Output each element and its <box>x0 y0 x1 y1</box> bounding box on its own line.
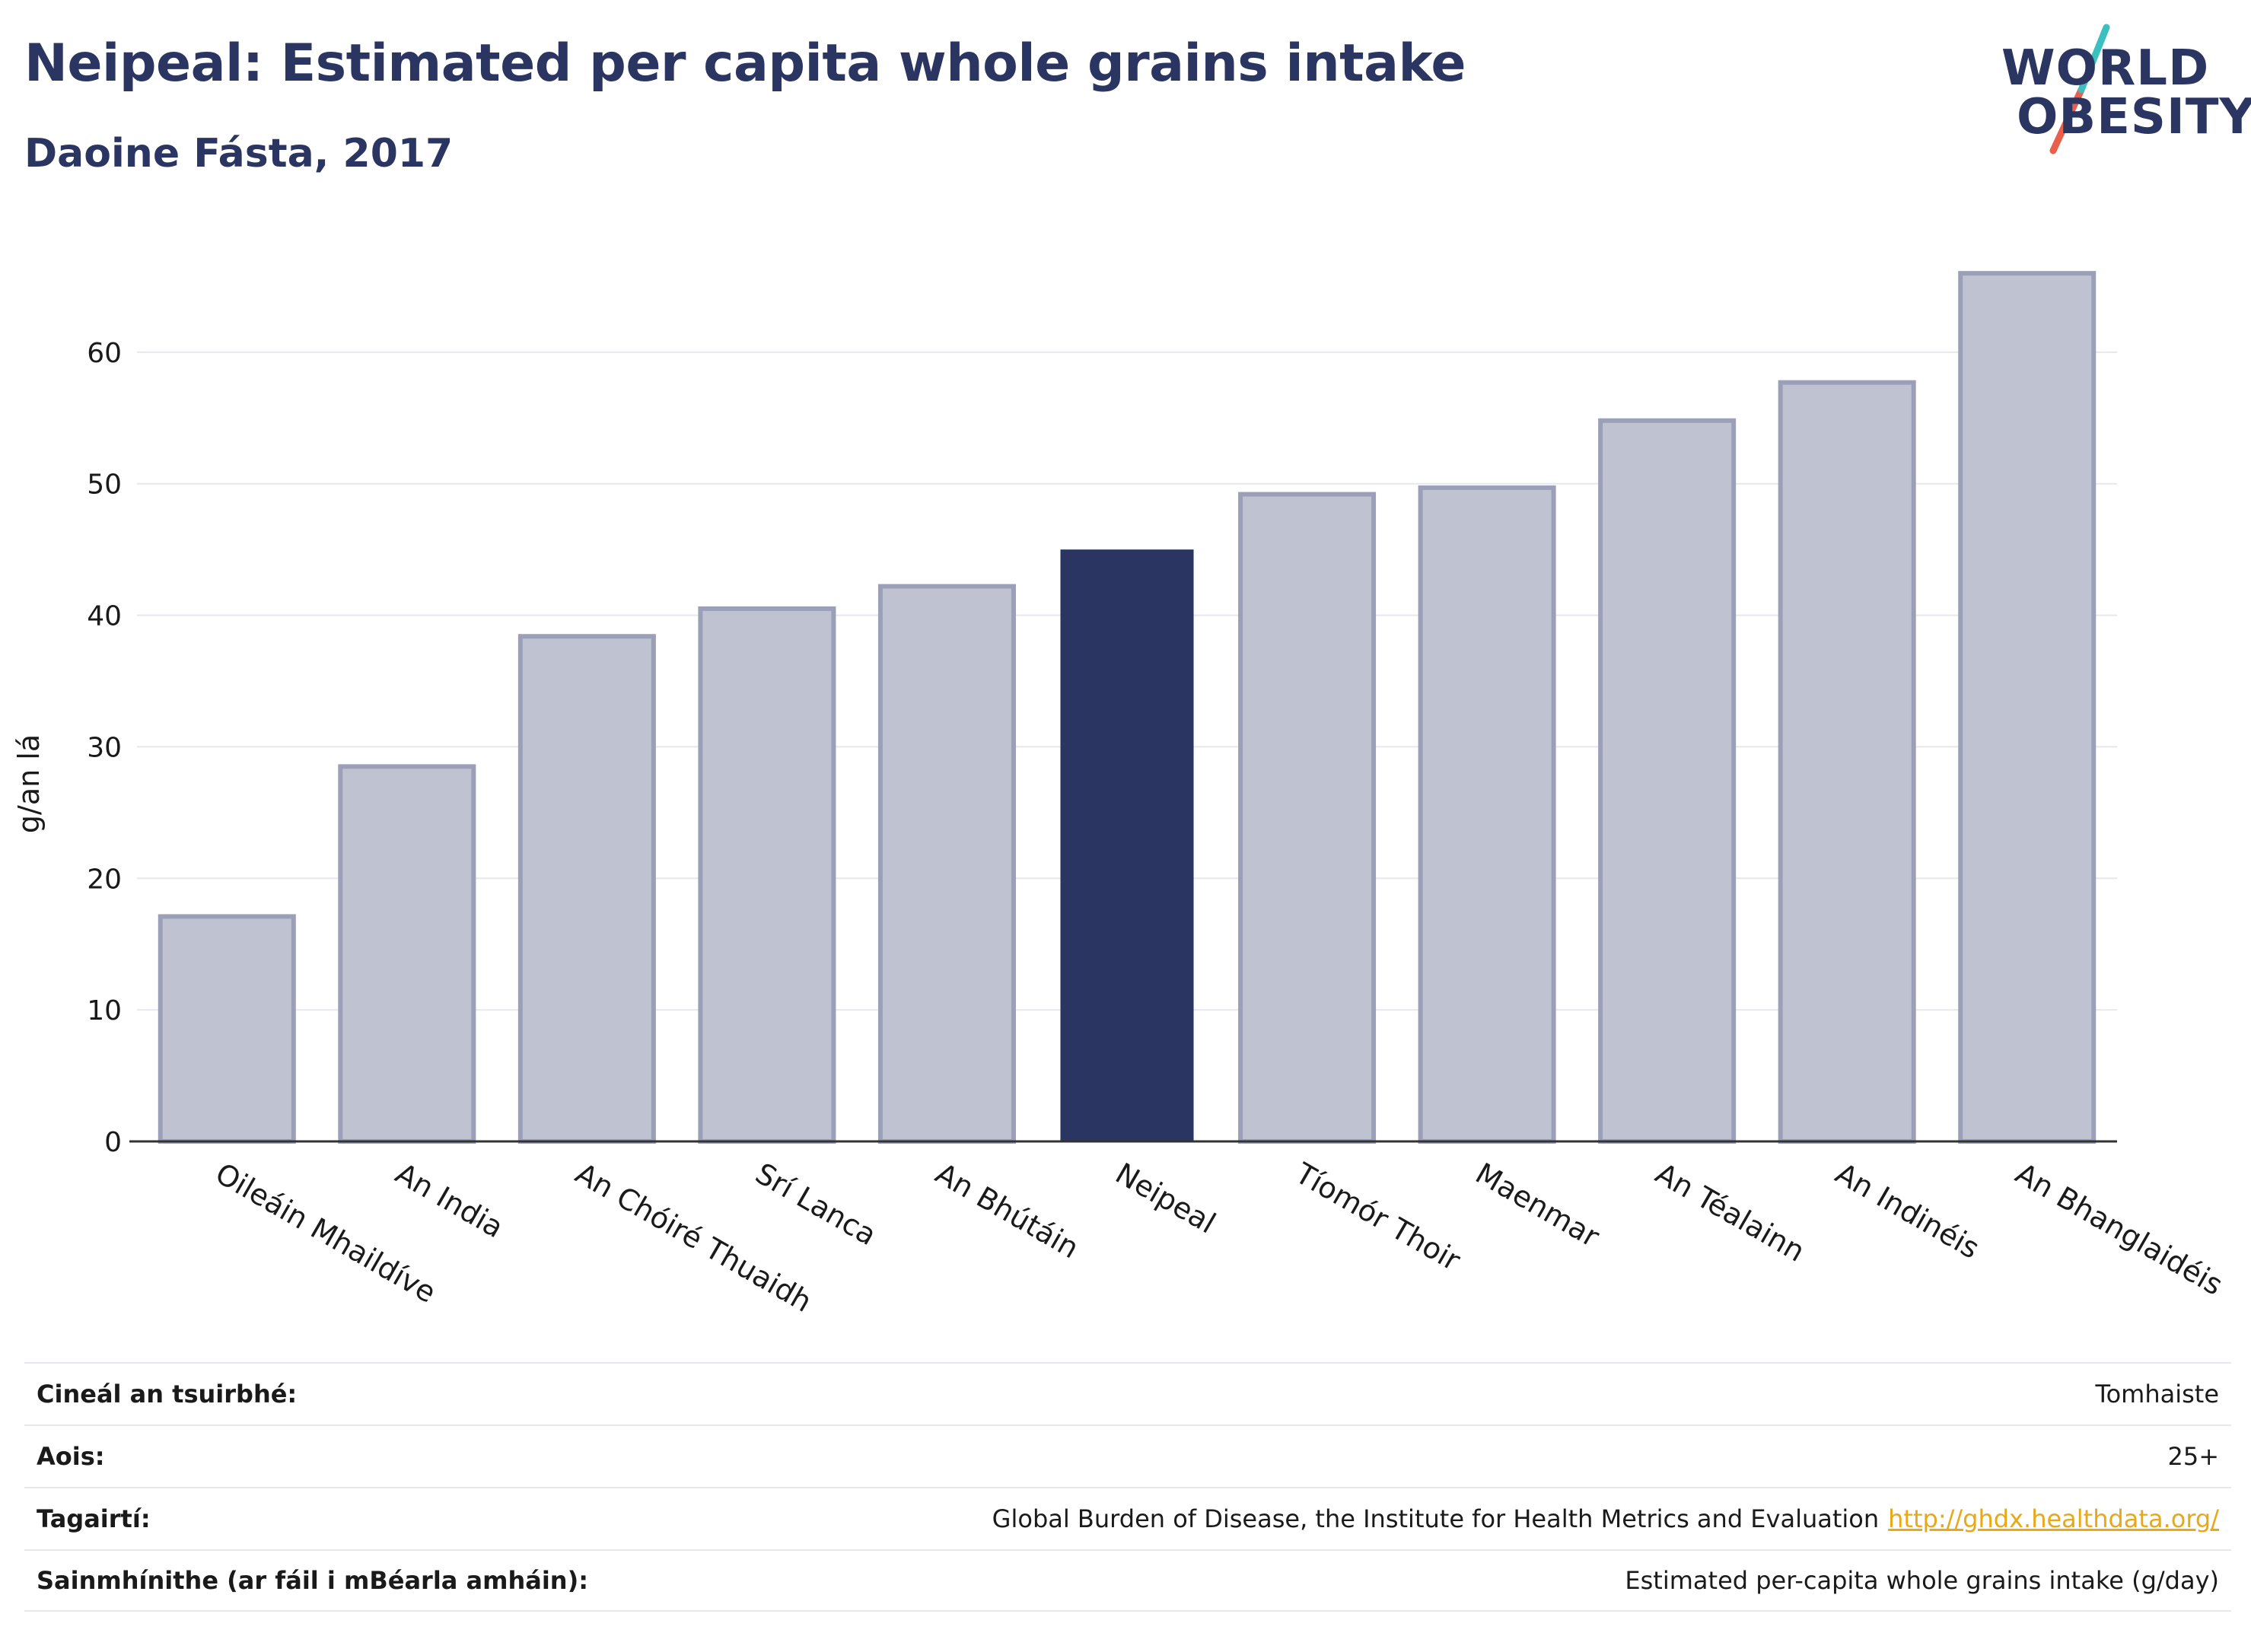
logo-word-world: WORLD <box>2001 40 2210 97</box>
chart-title: Neipeal: Estimated per capita whole grai… <box>24 33 1466 94</box>
info-value: Tomhaiste <box>2095 1380 2219 1408</box>
x-tick-label: An Téalainn <box>1650 1157 1810 1268</box>
x-tick-label: An Indinéis <box>1830 1157 1985 1265</box>
x-tick-label: An India <box>390 1157 509 1245</box>
bar-highlight <box>1060 549 1194 1141</box>
bar <box>517 634 656 1144</box>
x-tick-label: Maenmar <box>1470 1157 1606 1254</box>
bar <box>338 764 476 1144</box>
x-tick-label: Neipeal <box>1110 1157 1221 1240</box>
info-value: Global Burden of Disease, the Institute … <box>992 1504 1880 1533</box>
info-key: Tagairtí: <box>37 1504 151 1533</box>
bar <box>1418 485 1556 1144</box>
info-row-age: Aois: 25+ <box>24 1424 2231 1487</box>
x-tick-label: An Bhanglaidéis <box>2010 1157 2228 1302</box>
bar <box>698 606 836 1144</box>
logo-word-obesity: OBESITY <box>2017 89 2251 145</box>
info-row-survey-type: Cineál an tsuirbhé: Tomhaiste <box>24 1362 2231 1424</box>
info-table: Cineál an tsuirbhé: Tomhaiste Aois: 25+ … <box>24 1362 2231 1612</box>
info-key: Aois: <box>37 1442 105 1471</box>
x-tick-label: Srí Lanca <box>750 1157 882 1253</box>
x-tick-label: Tíomór Thoir <box>1289 1156 1466 1278</box>
y-tick-label: 30 <box>87 732 122 763</box>
bar <box>877 584 1016 1144</box>
bar <box>1238 492 1377 1144</box>
reference-link[interactable]: http://ghdx.healthdata.org/ <box>1888 1504 2219 1533</box>
bar <box>1778 380 1916 1144</box>
chart-subtitle: Daoine Fásta, 2017 <box>24 131 454 177</box>
info-value-wrap: Global Burden of Disease, the Institute … <box>992 1504 2219 1533</box>
bar <box>1598 418 1737 1144</box>
info-value: Estimated per-capita whole grains intake… <box>1625 1566 2219 1595</box>
info-value: 25+ <box>2167 1442 2219 1471</box>
world-obesity-logo: WORLD OBESITY <box>1986 23 2251 160</box>
bar <box>158 914 296 1144</box>
y-tick-label: 20 <box>87 864 122 895</box>
x-tick-label: An Bhútáin <box>930 1157 1084 1265</box>
info-key: Cineál an tsuirbhé: <box>37 1380 298 1408</box>
y-tick-label: 50 <box>87 469 122 501</box>
y-tick-label: 60 <box>87 338 122 369</box>
y-tick-label: 40 <box>87 601 122 632</box>
y-tick-label: 0 <box>104 1127 122 1158</box>
logo-slash-icon <box>2049 24 2110 154</box>
y-tick-label: 10 <box>87 995 122 1027</box>
info-row-references: Tagairtí: Global Burden of Disease, the … <box>24 1487 2231 1549</box>
info-key: Sainmhínithe (ar fáil i mBéarla amháin): <box>37 1566 588 1595</box>
info-row-definitions: Sainmhínithe (ar fáil i mBéarla amháin):… <box>24 1549 2231 1612</box>
bar <box>1958 271 2097 1144</box>
